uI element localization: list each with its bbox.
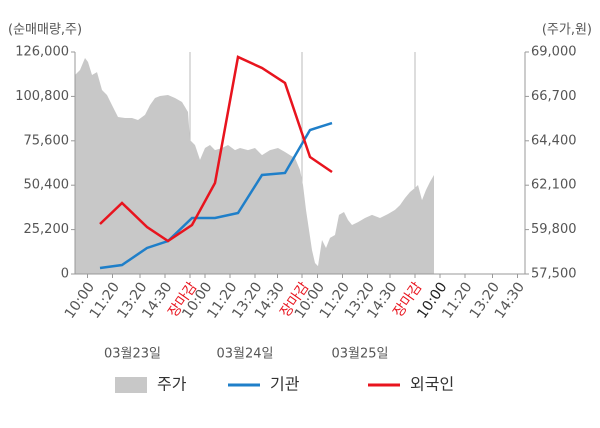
y2-tick-label: 57,500: [531, 267, 577, 282]
price-area: [75, 57, 434, 275]
legend-label: 주가: [157, 375, 187, 394]
y2-axis-label: (주가,원): [542, 23, 592, 38]
date-label: 03월25일: [331, 347, 388, 362]
y-tick-label: 0: [61, 267, 69, 282]
legend-label: 기관: [270, 375, 300, 394]
y-axis-label: (순매매량,주): [8, 23, 82, 38]
y2-tick-label: 62,100: [531, 178, 577, 193]
y-tick-label: 100,800: [15, 89, 69, 104]
line: [99, 55, 333, 243]
legend-swatch: [115, 377, 147, 393]
y2-tick-label: 69,000: [531, 45, 577, 60]
y-tick-label: 75,600: [24, 133, 70, 148]
y-tick-label: 25,200: [24, 222, 70, 237]
y-tick-label: 126,000: [15, 45, 69, 60]
y2-tick-label: 64,400: [531, 133, 577, 148]
y-tick-label: 50,400: [24, 178, 70, 193]
date-label: 03월23일: [104, 347, 161, 362]
y2-tick-label: 66,700: [531, 89, 577, 104]
line: [99, 121, 333, 270]
y2-tick-label: 59,800: [531, 222, 577, 237]
legend-label: 외국인: [410, 375, 454, 394]
date-label: 03월24일: [216, 347, 273, 362]
